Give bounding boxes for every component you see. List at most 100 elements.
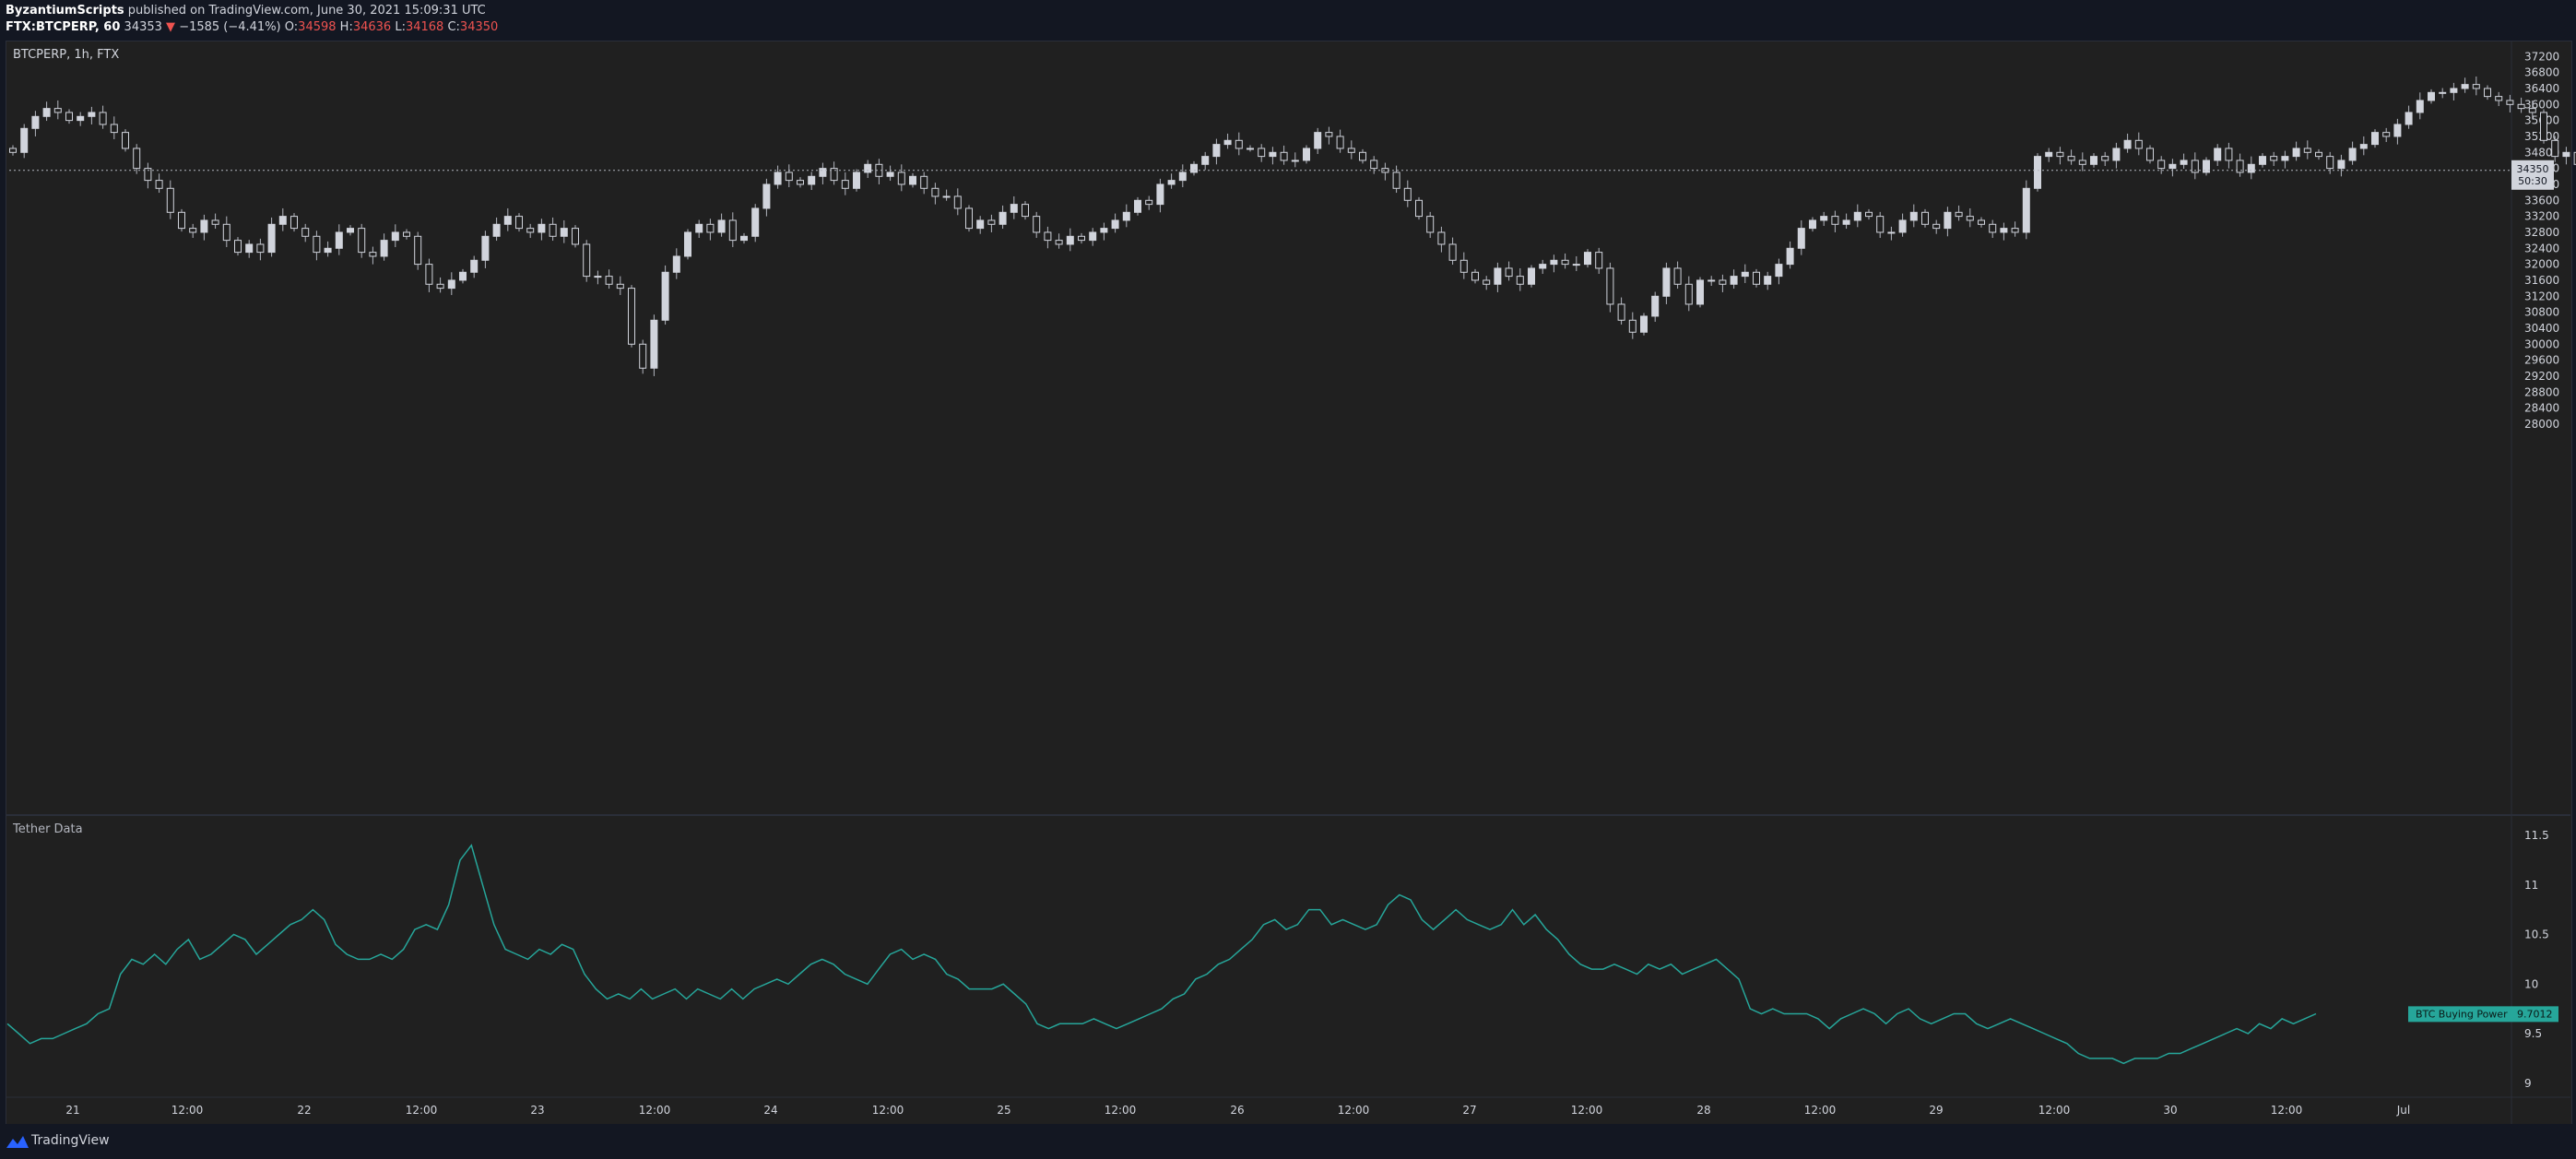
indicator-pane-label: Tether Data: [13, 822, 83, 836]
candle-up: [1651, 295, 1660, 317]
candle-up: [2405, 112, 2413, 125]
candle-down: [256, 243, 265, 254]
candle-up: [1820, 216, 1828, 221]
time-axis-tick: 12:00: [171, 1104, 204, 1117]
candle-down: [1280, 151, 1288, 161]
candle-up: [481, 235, 490, 261]
candle-up: [335, 231, 343, 249]
candle-down: [953, 195, 962, 209]
price-axis-tick: 31600: [2524, 274, 2559, 287]
candle-up: [2348, 148, 2357, 161]
candle-down: [2056, 151, 2064, 158]
candle-down: [166, 187, 174, 213]
price-badge: [2511, 160, 2554, 190]
candle-down: [1022, 204, 1029, 218]
candle-down: [728, 219, 737, 242]
publish-date: published on TradingView.com, June 30, 2…: [124, 4, 486, 18]
price-axis-tick: 33600: [2524, 194, 2559, 207]
candle-down: [616, 283, 624, 290]
candle-down: [605, 276, 613, 285]
tradingview-logo-icon[interactable]: [6, 1132, 30, 1151]
price-axis-tick: 32000: [2524, 258, 2559, 271]
time-axis-tick: 12:00: [1338, 1104, 1370, 1117]
candle-down: [1831, 216, 1839, 225]
time-axis-tick: 24: [763, 1104, 777, 1117]
time-axis-tick: 12:00: [2271, 1104, 2303, 1117]
candle-down: [1347, 148, 1355, 153]
candle-down: [2517, 103, 2525, 110]
open-label: O:: [284, 20, 299, 34]
candle-up: [2259, 156, 2266, 165]
chart-frame[interactable]: [6, 41, 2572, 1126]
candle-up: [347, 228, 354, 233]
candle-up: [661, 271, 669, 321]
candle-up: [391, 231, 399, 242]
candle-up: [2439, 91, 2447, 94]
tradingview-brand[interactable]: TradingView: [31, 1133, 110, 1148]
candle-down: [290, 216, 298, 230]
candle-up: [1190, 163, 1198, 173]
candle-up: [459, 271, 467, 281]
candle-up: [267, 223, 276, 254]
candle-down: [987, 219, 996, 225]
candle-down: [2101, 156, 2109, 161]
candle-down: [99, 112, 107, 125]
candle-down: [1719, 279, 1727, 285]
candle-down: [1359, 151, 1366, 161]
candle-up: [200, 219, 208, 233]
candle-up: [470, 259, 479, 273]
candle-down: [1392, 171, 1400, 189]
candle-down: [897, 171, 905, 185]
candle-down: [155, 180, 163, 189]
candle-up: [2000, 228, 2008, 233]
candle-down: [639, 343, 647, 369]
candle-down: [1415, 199, 1423, 218]
candle-down: [436, 283, 444, 290]
candle-down: [425, 264, 433, 285]
candle-down: [1989, 223, 1997, 233]
time-axis-tick: 25: [997, 1104, 1010, 1117]
candle-down: [2573, 151, 2576, 165]
candle-down: [144, 168, 152, 182]
candle-up: [1662, 267, 1671, 297]
candle-up: [1944, 211, 1952, 230]
candle-down: [122, 132, 129, 149]
candle-down: [2067, 156, 2075, 161]
candle-down: [2011, 228, 2019, 233]
candle-down: [2495, 96, 2503, 101]
candle-down: [1628, 319, 1637, 333]
indicator-line: [6, 844, 2317, 1065]
candle-up: [2371, 132, 2379, 146]
price-axis-tick: 36000: [2524, 98, 2559, 111]
candle-up: [1212, 144, 1221, 158]
candle-down: [414, 235, 422, 266]
candle-up: [88, 112, 96, 117]
candle-up: [1066, 235, 1074, 245]
candle-up: [684, 231, 691, 257]
candle-up: [2247, 163, 2255, 173]
time-axis-tick: 30: [2163, 1104, 2177, 1117]
price-change: −1585 (−4.41%): [179, 20, 281, 34]
author-name[interactable]: ByzantiumScripts: [6, 4, 124, 18]
candle-down: [222, 223, 230, 242]
candle-down: [1606, 267, 1614, 305]
candle-down: [1426, 216, 1435, 233]
candle-down: [583, 243, 591, 278]
indicator-axis-tick: 9.5: [2524, 1027, 2542, 1040]
candle-up: [751, 207, 760, 237]
candle-down: [2078, 160, 2086, 165]
time-axis-tick: 23: [530, 1104, 544, 1117]
candle-up: [1764, 276, 1772, 285]
candle-down: [2270, 156, 2278, 161]
candle-down: [1403, 187, 1412, 201]
candle-down: [1483, 279, 1491, 285]
price-axis-tick: 28800: [2524, 385, 2559, 398]
candle-up: [2045, 151, 2053, 158]
price-badge-countdown: 50:30: [2518, 175, 2547, 187]
candle-up: [1539, 264, 1547, 269]
candle-up: [1640, 315, 1648, 333]
symbol-interval: FTX:BTCPERP, 60: [6, 20, 121, 34]
candle-up: [2090, 156, 2097, 165]
candle-down: [2551, 139, 2559, 158]
